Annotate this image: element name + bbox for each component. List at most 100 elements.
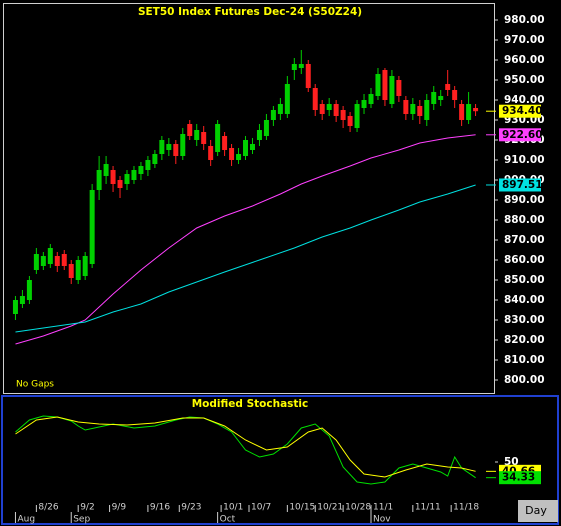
candle-body bbox=[347, 116, 353, 126]
candle-body bbox=[61, 254, 67, 266]
candle-body bbox=[124, 174, 130, 184]
y-tick-label: 840.00 bbox=[504, 294, 545, 306]
x-tick-label: 9/16 bbox=[150, 503, 170, 513]
month-label: Sep bbox=[73, 515, 90, 525]
candle-body bbox=[417, 106, 423, 116]
y-tick-label: 910.00 bbox=[504, 154, 545, 166]
x-tick-label: 10/28 bbox=[345, 503, 371, 513]
candle-body bbox=[152, 154, 158, 164]
candle-body bbox=[431, 92, 437, 104]
candle-body bbox=[173, 144, 179, 156]
candle-body bbox=[368, 94, 374, 104]
candle-body bbox=[131, 170, 137, 180]
marker-box bbox=[499, 104, 541, 118]
y-tick-label: 870.00 bbox=[504, 234, 545, 246]
marker-box bbox=[499, 128, 541, 142]
candle-body bbox=[117, 180, 123, 188]
y-tick-label: 850.00 bbox=[504, 274, 545, 286]
candle-body bbox=[375, 74, 381, 96]
x-tick-label: 10/15 bbox=[289, 503, 315, 513]
candle-body bbox=[256, 130, 262, 140]
candle-body bbox=[96, 170, 102, 190]
month-label: Oct bbox=[220, 515, 236, 525]
candle-body bbox=[68, 264, 74, 278]
candle-body bbox=[319, 104, 325, 114]
candle-body bbox=[270, 110, 276, 120]
candle-body bbox=[389, 76, 395, 104]
price-panel-frame bbox=[3, 3, 495, 394]
candle-body bbox=[33, 254, 39, 270]
candle-body bbox=[263, 120, 269, 136]
candle-body bbox=[340, 110, 346, 120]
x-tick-label: 10/1 bbox=[223, 503, 243, 513]
candle-body bbox=[26, 280, 32, 300]
candle-body bbox=[40, 256, 46, 266]
annotation: No Gaps bbox=[16, 380, 54, 390]
y-tick-label: 820.00 bbox=[504, 334, 545, 346]
candle-body bbox=[396, 80, 402, 96]
candle-body bbox=[459, 104, 465, 120]
candle-body bbox=[19, 296, 25, 304]
y-tick-label: 890.00 bbox=[504, 194, 545, 206]
y-tick-label: 880.00 bbox=[504, 214, 545, 226]
x-tick-label: 10/21 bbox=[317, 503, 343, 513]
x-tick-label: 9/2 bbox=[80, 503, 94, 513]
candle-body bbox=[215, 124, 221, 152]
candle-body bbox=[424, 100, 430, 120]
marker-label: 922.60 bbox=[502, 129, 543, 141]
y-tick-label: 810.00 bbox=[504, 354, 545, 366]
x-tick-label: 8/26 bbox=[38, 503, 58, 513]
marker-box bbox=[499, 471, 541, 485]
x-tick-label: 11/1 bbox=[373, 503, 393, 513]
y-tick-label: 950.00 bbox=[504, 74, 545, 86]
candle-body bbox=[312, 88, 318, 110]
y-tick-label: 800.00 bbox=[504, 374, 545, 386]
candle-body bbox=[452, 90, 458, 100]
candle-body bbox=[438, 96, 444, 100]
candle-body bbox=[166, 144, 172, 150]
candle-body bbox=[410, 104, 416, 114]
month-label: Nov bbox=[373, 515, 391, 525]
candle-body bbox=[403, 100, 409, 114]
candle-body bbox=[54, 256, 60, 266]
candle-body bbox=[236, 154, 242, 160]
candle-body bbox=[194, 130, 200, 140]
candle-body bbox=[180, 134, 186, 156]
y-tick-label: 940.00 bbox=[504, 94, 545, 106]
candle-body bbox=[354, 104, 360, 128]
x-tick-label: 11/18 bbox=[453, 503, 479, 513]
candle-body bbox=[243, 140, 249, 156]
candle-body bbox=[298, 64, 304, 68]
candle-body bbox=[222, 136, 228, 150]
moving-average bbox=[15, 184, 476, 333]
period-label: Day bbox=[525, 504, 547, 517]
candle-body bbox=[47, 248, 53, 264]
candle-body bbox=[103, 164, 109, 176]
x-tick-label: 11/11 bbox=[415, 503, 441, 513]
candle-body bbox=[229, 148, 235, 160]
candle-body bbox=[145, 160, 151, 170]
candle-body bbox=[361, 100, 367, 108]
candle-body bbox=[201, 132, 207, 144]
candle-body bbox=[333, 104, 339, 116]
candle-body bbox=[208, 146, 214, 160]
moving-average bbox=[15, 134, 476, 345]
marker-label: 34.33 bbox=[502, 472, 535, 484]
stochastic-line bbox=[15, 415, 476, 485]
y-tick-label: 860.00 bbox=[504, 254, 545, 266]
candle-body bbox=[12, 300, 18, 314]
y-tick-label: 980.00 bbox=[504, 14, 545, 26]
candle-body bbox=[473, 108, 479, 112]
candle-body bbox=[277, 104, 283, 114]
period-box bbox=[518, 500, 558, 522]
stochastic-panel-frame bbox=[1, 395, 559, 525]
candle-body bbox=[382, 70, 388, 100]
candle-body bbox=[89, 190, 95, 264]
stochastic-line bbox=[15, 416, 476, 478]
marker-label: 934.40 bbox=[502, 105, 543, 117]
candle-body bbox=[75, 260, 81, 280]
x-tick-label: 10/7 bbox=[251, 503, 271, 513]
candle-body bbox=[82, 256, 88, 276]
